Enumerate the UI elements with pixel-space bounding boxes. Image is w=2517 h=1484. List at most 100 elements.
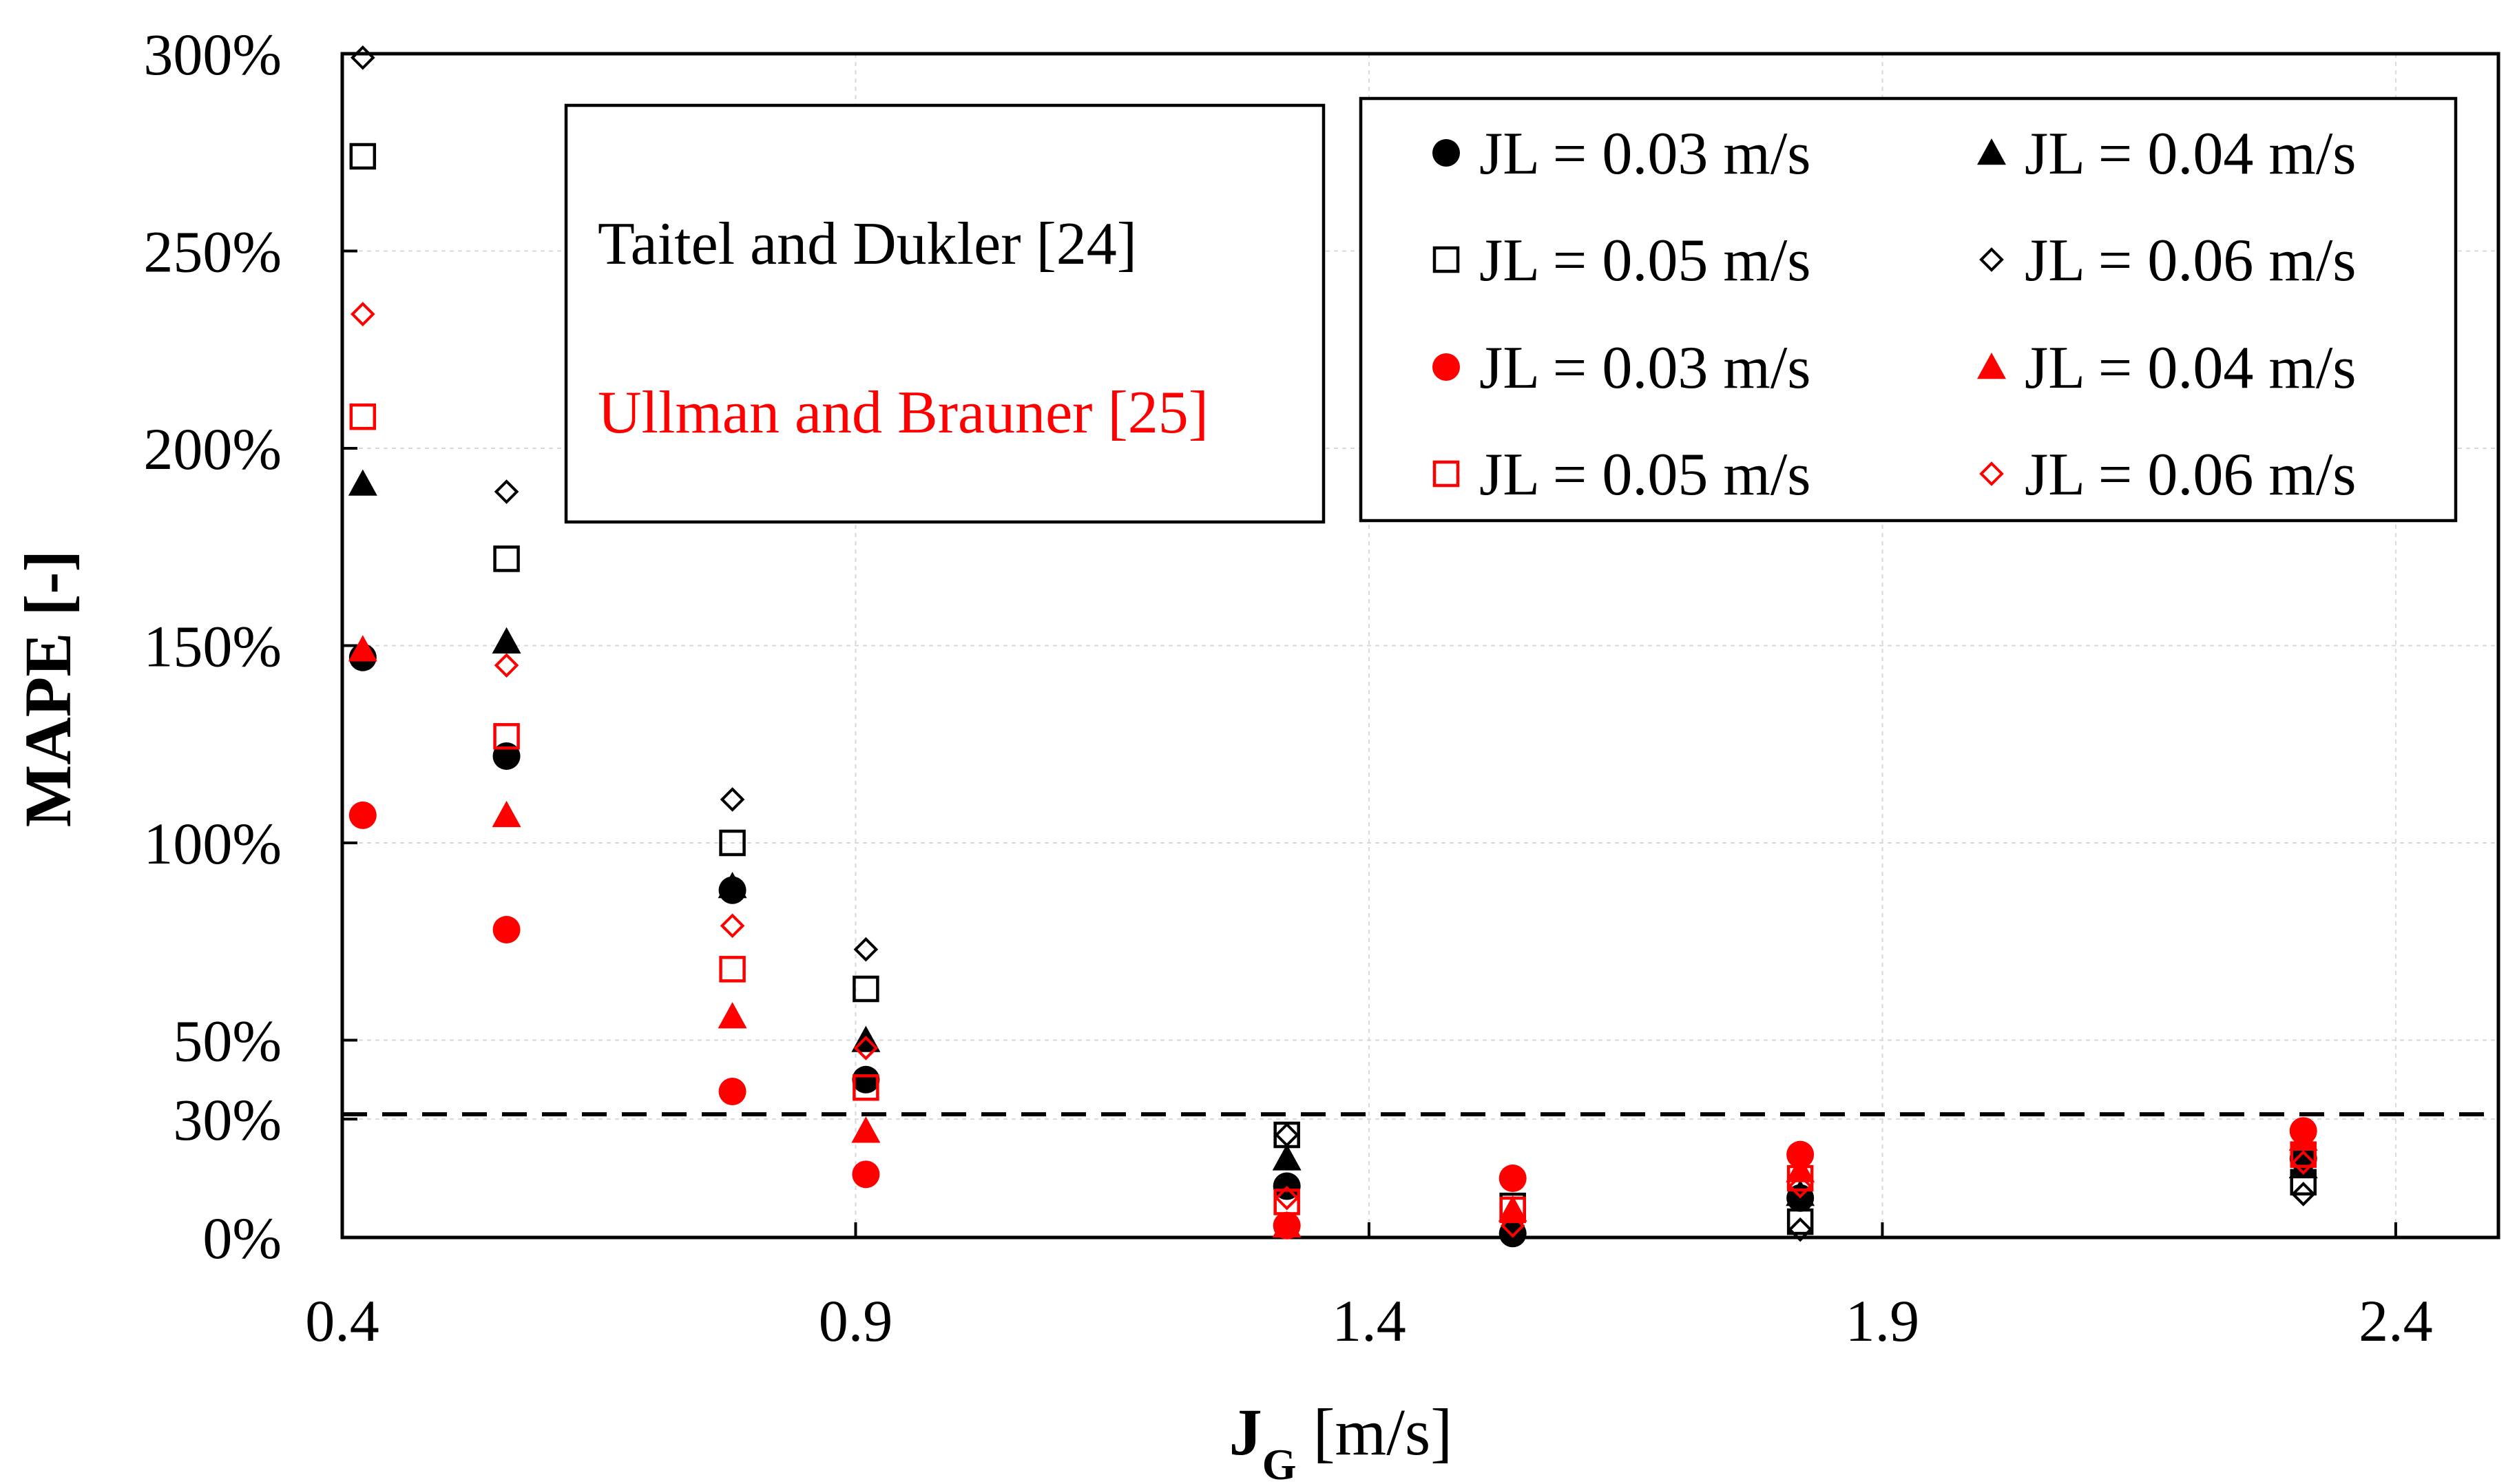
data-point xyxy=(349,403,377,430)
legend-entry: JL = 0.06 m/s xyxy=(1979,441,2357,508)
data-point xyxy=(852,1065,880,1094)
data-point xyxy=(2290,1169,2317,1196)
y-tick-label: 30% xyxy=(173,1087,282,1153)
legend-marker xyxy=(1432,139,1460,167)
legend-label: JL = 0.05 m/s xyxy=(1479,227,1811,294)
data-point xyxy=(493,723,520,750)
data-point xyxy=(1273,1189,1300,1215)
legend-entry: JL = 0.06 m/s xyxy=(1979,227,2357,294)
legend-label: JL = 0.04 m/s xyxy=(2025,121,2357,187)
data-point xyxy=(1498,1195,1527,1222)
data-point xyxy=(350,45,375,70)
legend-entry: JL = 0.05 m/s xyxy=(1432,227,1811,294)
x-tick-label: 1.9 xyxy=(1846,1288,1920,1354)
data-point xyxy=(350,302,375,327)
legend-marker xyxy=(1432,460,1460,488)
data-point xyxy=(494,479,519,504)
legend-marker xyxy=(1432,246,1460,273)
data-point xyxy=(1786,1140,1815,1169)
data-point xyxy=(851,1116,881,1143)
legend-entries: JL = 0.03 m/s JL = 0.04 m/s JL = 0.05 m/s J… xyxy=(1432,121,2357,508)
data-point xyxy=(1498,1211,1527,1238)
series-ullman-brauner-square-open xyxy=(349,403,2317,1224)
legend-label: JL = 0.03 m/s xyxy=(1479,335,1811,401)
y-tick-label: 100% xyxy=(143,811,282,877)
x-axis-title: JG [m/s] xyxy=(1229,1395,1452,1484)
data-point xyxy=(720,787,745,812)
legend-entry: JL = 0.03 m/s xyxy=(1432,335,1811,401)
legend-entry: JL = 0.03 m/s xyxy=(1432,121,1811,187)
data-point xyxy=(1274,1185,1299,1211)
axis-ticks: 0% 30% 50% 100% 150% 200% 250% 300% 0.4 0.9 1.4 1.9… xyxy=(143,21,2432,1354)
x-tick-label: 2.4 xyxy=(2359,1288,2433,1354)
legend-label: JL = 0.03 m/s xyxy=(1479,121,1811,187)
data-point xyxy=(348,469,377,496)
data-point xyxy=(719,829,746,857)
data-point xyxy=(1274,1122,1299,1147)
legend-label: JL = 0.05 m/s xyxy=(1479,441,1811,508)
x-tick-label: 0.9 xyxy=(819,1288,893,1354)
data-point xyxy=(718,1077,746,1105)
data-point xyxy=(348,635,377,662)
data-point xyxy=(852,1160,880,1189)
data-point xyxy=(1788,1217,1813,1242)
legend-marker xyxy=(1979,461,2004,486)
data-point xyxy=(494,653,519,678)
data-point xyxy=(492,916,521,944)
y-tick-label: 300% xyxy=(143,21,282,87)
legend-entry: JL = 0.05 m/s xyxy=(1432,441,1811,508)
data-point xyxy=(853,937,879,962)
annotation-model-2: Ullman and Brauner [25] xyxy=(598,379,1209,446)
data-point xyxy=(1786,1179,1815,1206)
data-point xyxy=(1500,1213,1525,1238)
data-point xyxy=(349,143,377,170)
data-point xyxy=(493,545,520,572)
data-point xyxy=(492,742,521,770)
y-tick-label: 200% xyxy=(143,416,282,482)
x-axis-title-unit: [m/s] xyxy=(1297,1395,1453,1469)
data-point xyxy=(2290,1141,2317,1168)
data-point xyxy=(1499,1196,1526,1224)
x-tick-label: 1.4 xyxy=(1332,1288,1406,1354)
data-point xyxy=(719,956,746,983)
x-axis-title-main: J xyxy=(1229,1395,1262,1469)
y-tick-label: 150% xyxy=(143,614,282,680)
legend-entry: JL = 0.04 m/s xyxy=(1977,335,2357,401)
data-point xyxy=(1498,1164,1527,1193)
data-point xyxy=(492,627,521,654)
y-tick-label: 50% xyxy=(173,1008,282,1074)
legend-label: JL = 0.04 m/s xyxy=(2025,335,2357,401)
legend-entry: JL = 0.04 m/s xyxy=(1977,121,2357,187)
data-point xyxy=(2290,1150,2316,1175)
series-taitel-dukler-diamond-open xyxy=(350,45,2316,1242)
y-tick-label: 250% xyxy=(143,219,282,285)
legend-marker xyxy=(1977,138,2006,165)
legend-label: JL = 0.06 m/s xyxy=(2025,441,2357,508)
data-points xyxy=(348,45,2318,1248)
data-point xyxy=(492,800,521,828)
x-axis-title-subscript: G xyxy=(1262,1440,1297,1484)
series-ullman-brauner-diamond-open xyxy=(350,302,2316,1238)
data-point xyxy=(348,801,377,829)
y-tick-label: 0% xyxy=(202,1205,282,1271)
data-point xyxy=(1786,1208,1814,1235)
data-point xyxy=(718,1002,747,1029)
data-point xyxy=(853,1074,879,1101)
data-point xyxy=(720,913,745,939)
data-point xyxy=(1272,1144,1302,1171)
y-axis-title: MAPE [-] xyxy=(11,550,85,828)
x-tick-label: 0.4 xyxy=(305,1288,379,1354)
annotation-model-1: Taitel and Dukler [24] xyxy=(598,211,1137,278)
data-point xyxy=(853,975,879,1003)
legend-box xyxy=(1359,96,2458,523)
model-annotation-box xyxy=(564,103,1326,524)
data-point xyxy=(1788,1173,1813,1199)
legend-marker xyxy=(1979,247,2004,272)
legend-marker xyxy=(1432,353,1460,381)
legend-label: JL = 0.06 m/s xyxy=(2025,227,2357,294)
data-point xyxy=(718,872,747,899)
series-ullman-brauner-triangle-filled xyxy=(348,635,2318,1238)
data-point xyxy=(1786,1156,1815,1182)
data-point xyxy=(2290,1182,2316,1206)
